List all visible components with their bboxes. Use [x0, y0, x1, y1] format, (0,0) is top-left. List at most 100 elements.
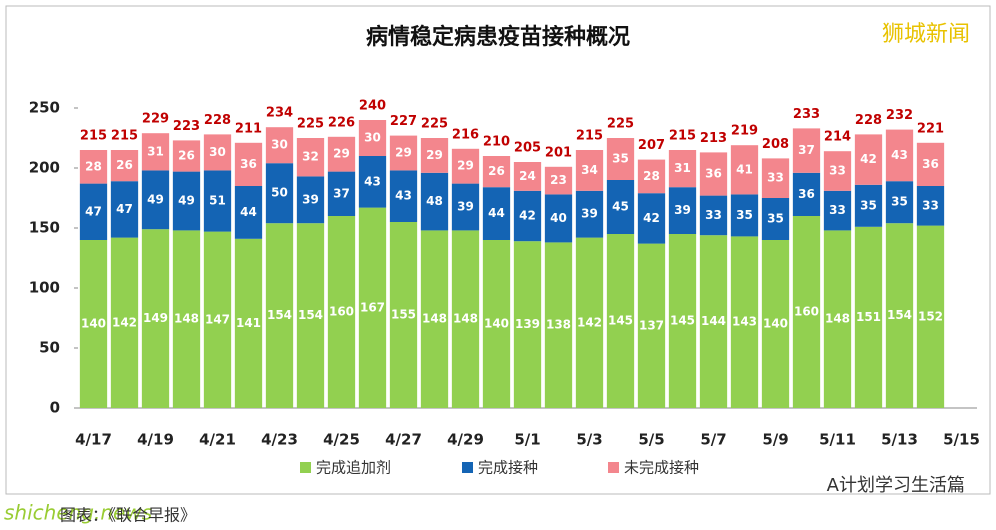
total-label: 225: [297, 117, 324, 132]
segment-label: 148: [453, 312, 478, 326]
bar-segment: [761, 240, 790, 408]
legend-swatch: [608, 462, 619, 473]
total-label: 232: [886, 108, 913, 123]
bar-segment: [265, 127, 294, 164]
segment-label: 35: [736, 208, 753, 222]
segment-label: 35: [891, 195, 908, 209]
segment-label: 148: [422, 312, 447, 326]
segment-label: 28: [643, 169, 660, 183]
segment-label: 151: [856, 310, 881, 324]
bar-segment: [699, 152, 728, 196]
segment-label: 37: [798, 143, 815, 157]
legend-swatch: [300, 462, 311, 473]
bar-segment: [420, 172, 449, 231]
bar-segment: [916, 225, 945, 408]
bar-segment: [327, 216, 356, 408]
bar-segment: [606, 234, 635, 408]
segment-label: 29: [457, 159, 474, 173]
segment-label: 31: [674, 161, 691, 175]
segment-label: 29: [333, 147, 350, 161]
segment-label: 36: [798, 187, 815, 201]
bar-segment: [761, 158, 790, 198]
total-label: 205: [514, 141, 541, 156]
bar-segment: [389, 135, 418, 171]
segment-label: 31: [147, 144, 164, 158]
segment-label: 149: [143, 311, 168, 325]
segment-label: 41: [736, 162, 753, 176]
bar-segment: [544, 194, 573, 243]
bar-segment: [110, 150, 139, 182]
legend-label: 完成追加剂: [316, 459, 391, 477]
segment-label: 139: [515, 317, 540, 331]
total-label: 226: [328, 115, 355, 130]
total-label: 227: [390, 114, 417, 129]
bar-segment: [358, 207, 387, 408]
bar-segment: [823, 190, 852, 231]
legend-label: 完成接种: [478, 459, 538, 477]
bar-segment: [203, 170, 232, 232]
total-label: 233: [793, 107, 820, 122]
bar-segment: [389, 222, 418, 408]
x-tick-label: 5/13: [881, 431, 918, 449]
total-label: 216: [452, 127, 479, 142]
bar-segment: [358, 156, 387, 208]
y-tick-label: 100: [29, 279, 60, 297]
segment-label: 34: [581, 163, 598, 177]
bar-segment: [730, 194, 759, 237]
bar-segment: [637, 193, 666, 244]
bar-segment: [637, 159, 666, 194]
segment-label: 154: [887, 308, 912, 322]
segment-label: 30: [364, 131, 381, 145]
segment-label: 35: [767, 212, 784, 226]
x-tick-label: 4/29: [447, 431, 484, 449]
segment-label: 44: [488, 206, 505, 220]
bar-segment: [141, 229, 170, 408]
total-label: 223: [173, 119, 200, 134]
bar-segment: [420, 230, 449, 408]
bar-segment: [79, 183, 108, 240]
bar-segment: [451, 148, 480, 184]
bar-segment: [451, 183, 480, 231]
bar-segment: [575, 150, 604, 191]
bar-segment: [327, 136, 356, 172]
bar-segment: [296, 223, 325, 408]
segment-label: 51: [209, 194, 226, 208]
segment-label: 26: [488, 164, 505, 178]
segment-label: 144: [701, 314, 726, 328]
watermark-bg: [866, 18, 986, 52]
bar-segment: [389, 170, 418, 222]
x-tick-label: 5/3: [576, 431, 602, 449]
bar-segment: [544, 242, 573, 408]
total-label: 225: [607, 117, 634, 132]
segment-label: 44: [240, 205, 257, 219]
segment-label: 45: [612, 200, 629, 214]
bar-segment: [730, 236, 759, 408]
segment-label: 39: [674, 203, 691, 217]
total-label: 228: [204, 113, 231, 128]
segment-label: 35: [860, 198, 877, 212]
bar-segment: [110, 181, 139, 238]
y-tick-label: 250: [29, 99, 60, 117]
bar-segment: [637, 243, 666, 408]
bar-segment: [172, 171, 201, 231]
segment-label: 155: [391, 308, 416, 322]
bar-segment: [823, 230, 852, 408]
segment-label: 43: [891, 148, 908, 162]
segment-label: 142: [577, 315, 602, 329]
segment-label: 24: [519, 169, 536, 183]
segment-label: 145: [608, 314, 633, 328]
bar-segment: [265, 163, 294, 224]
bar-segment: [916, 186, 945, 226]
chart-title: 病情稳定病患疫苗接种概况: [366, 24, 630, 50]
y-tick-label: 0: [50, 399, 60, 417]
x-tick-label: 4/23: [261, 431, 298, 449]
x-tick-label: 5/7: [700, 431, 726, 449]
x-tick-label: 4/17: [75, 431, 112, 449]
y-tick-label: 50: [39, 339, 60, 357]
segment-label: 140: [484, 317, 509, 331]
bar-segment: [792, 172, 821, 216]
segment-label: 48: [426, 194, 443, 208]
bar-segment: [606, 138, 635, 180]
total-label: 228: [855, 113, 882, 128]
bar-segment: [668, 234, 697, 408]
